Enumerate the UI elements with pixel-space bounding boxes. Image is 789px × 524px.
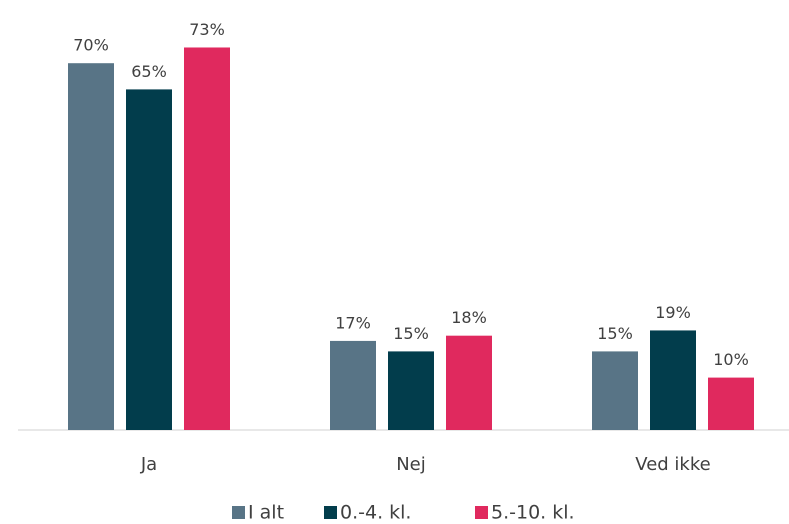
bar [446, 335, 492, 430]
data-label: 70% [73, 36, 109, 55]
bar [68, 63, 114, 430]
legend-label: 0.-4. kl. [340, 502, 411, 524]
x-tick-label: Ja [140, 454, 157, 475]
data-label: 18% [451, 308, 487, 327]
bar [126, 89, 172, 431]
data-label: 15% [393, 324, 429, 343]
legend-label: I alt [248, 502, 284, 524]
legend-swatch [324, 506, 337, 519]
data-label: 15% [597, 324, 633, 343]
data-label: 73% [189, 20, 225, 39]
legend-swatch [475, 506, 488, 519]
legend-label: 5.-10. kl. [491, 502, 575, 524]
bar [592, 351, 638, 430]
bar [330, 340, 376, 430]
bar [388, 351, 434, 430]
data-label: 10% [713, 350, 749, 369]
legend-swatch [232, 506, 245, 519]
x-tick-label: Ved ikke [635, 454, 710, 475]
data-label: 65% [131, 62, 167, 81]
bar [184, 47, 230, 430]
x-tick-label: Nej [396, 454, 426, 475]
data-label: 17% [335, 313, 371, 332]
bar [650, 330, 696, 430]
bar [708, 377, 754, 430]
data-label: 19% [655, 303, 691, 322]
